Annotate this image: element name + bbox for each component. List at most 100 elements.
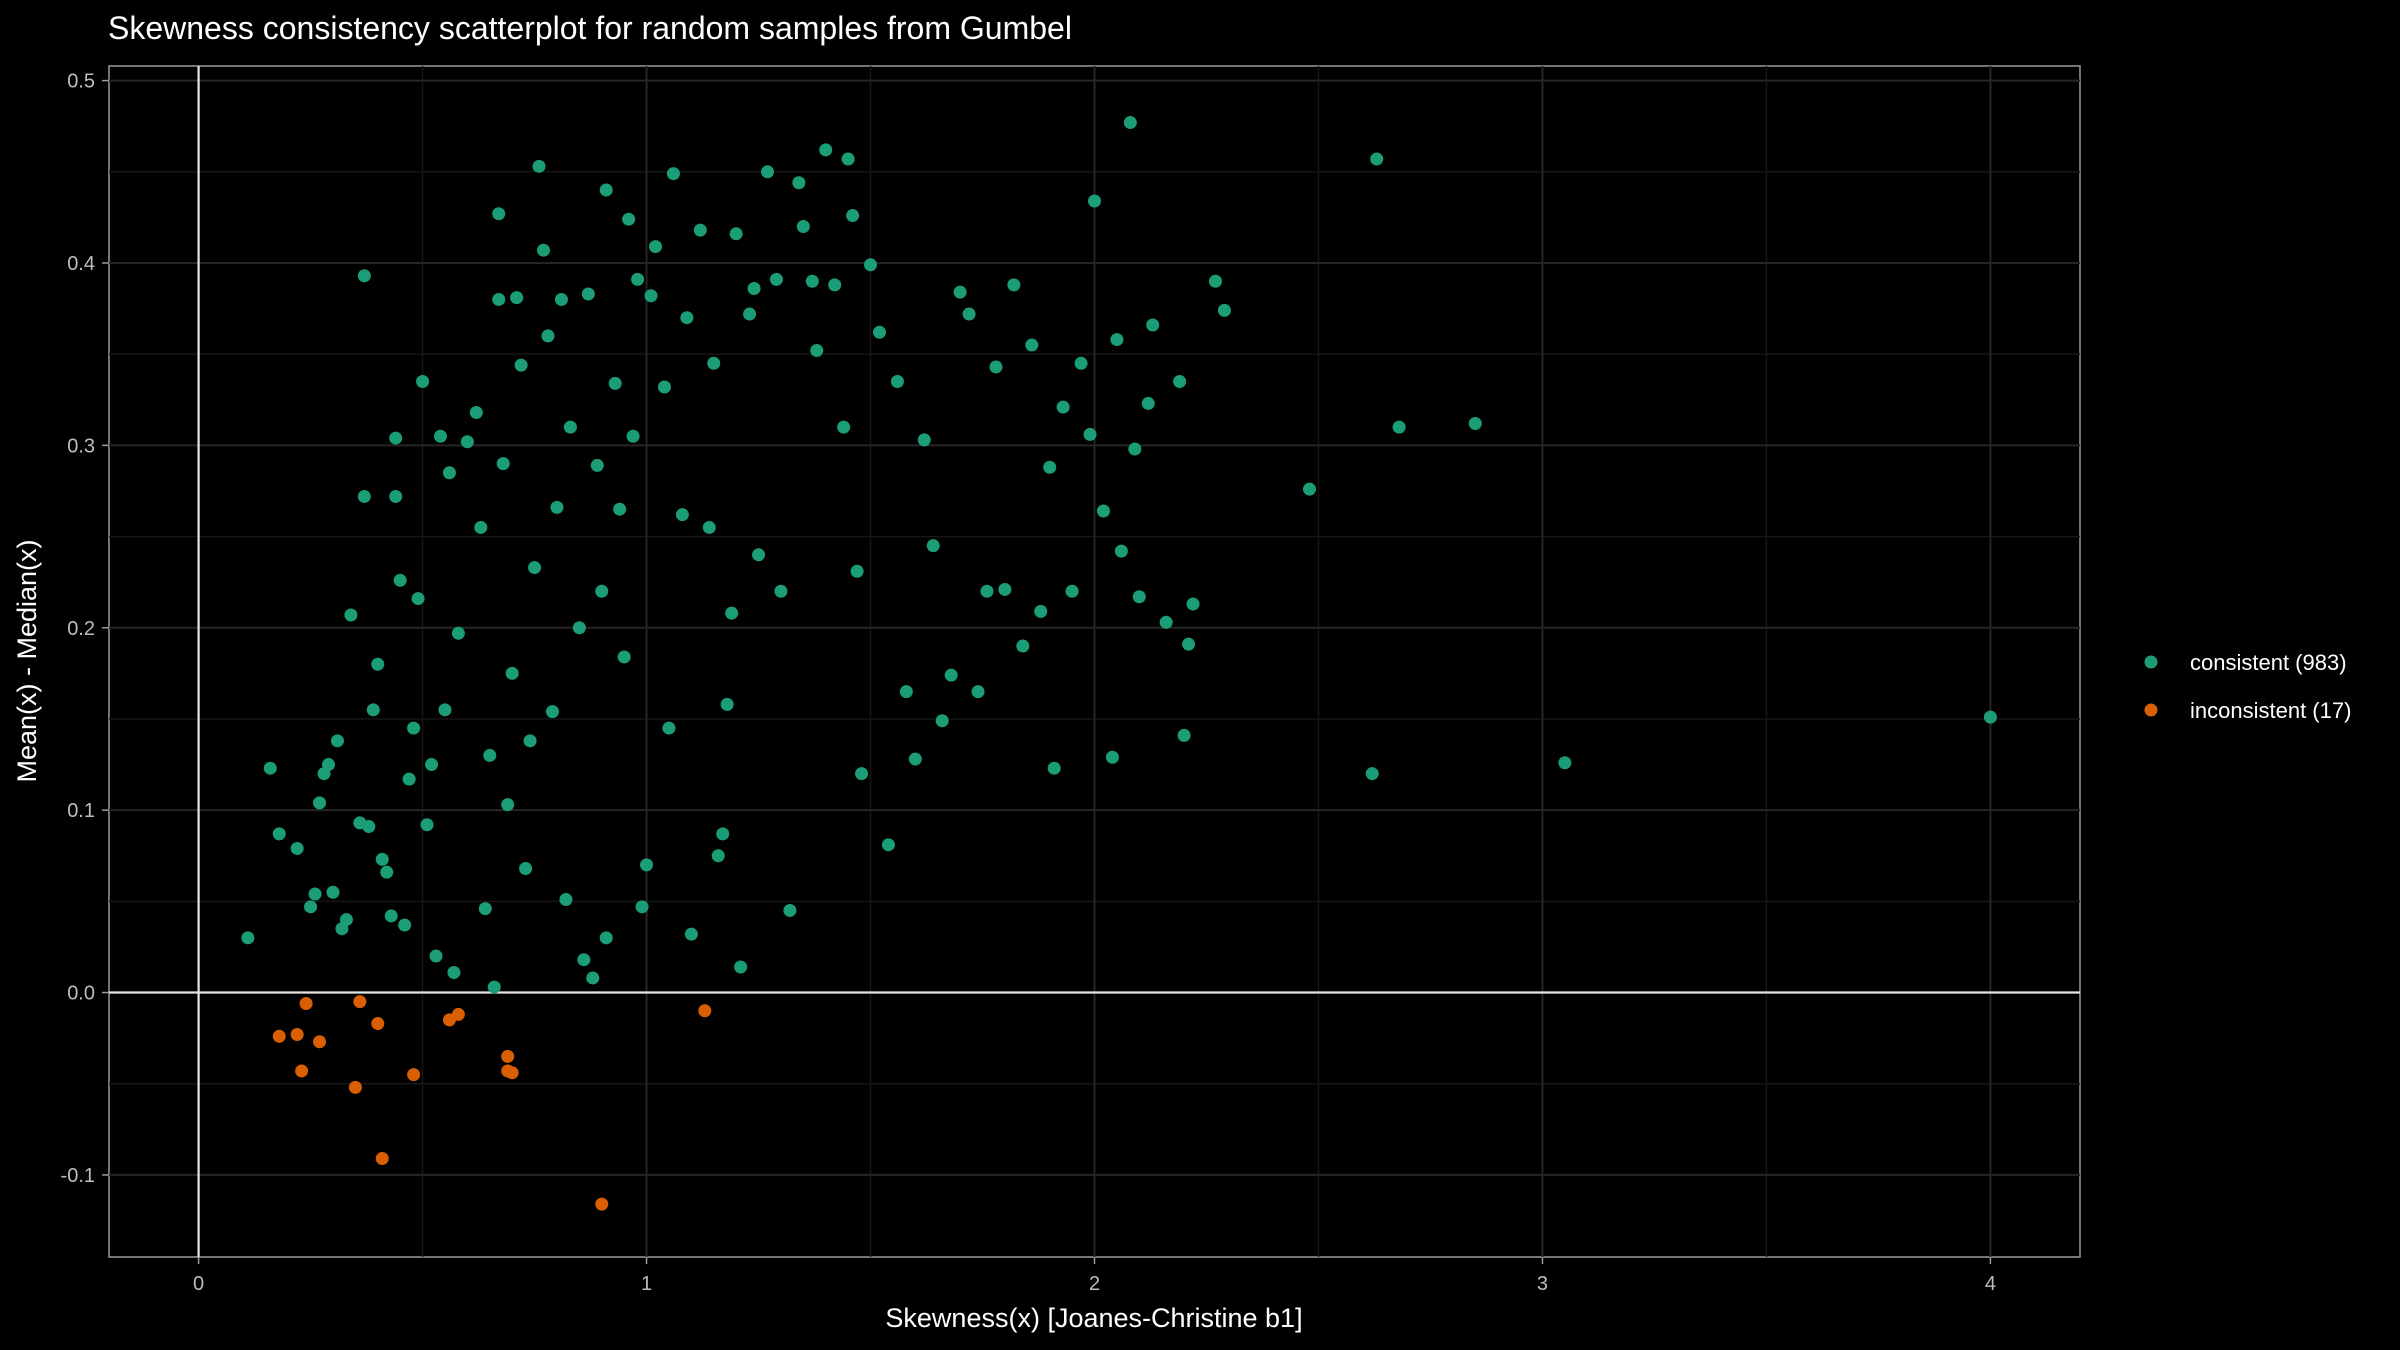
data-point	[631, 272, 645, 286]
data-point	[926, 539, 940, 553]
y-axis-label: Mean(x) - Median(x)	[12, 539, 42, 782]
data-point	[734, 960, 748, 974]
data-point	[953, 285, 967, 299]
data-point	[698, 1004, 712, 1018]
data-point	[917, 433, 931, 447]
data-point	[613, 502, 627, 516]
data-point	[805, 274, 819, 288]
data-point	[774, 584, 788, 598]
data-point	[1096, 504, 1110, 518]
data-point	[989, 360, 1003, 374]
data-point	[545, 705, 559, 719]
data-point	[944, 668, 958, 682]
data-point	[1365, 767, 1379, 781]
data-point	[1208, 274, 1222, 288]
data-point	[313, 796, 327, 810]
data-point	[416, 375, 430, 389]
data-point	[881, 838, 895, 852]
data-point	[541, 329, 555, 343]
data-point	[371, 1017, 385, 1031]
y-tick-label: 0.1	[67, 800, 95, 822]
data-point	[389, 431, 403, 445]
data-point	[716, 827, 730, 841]
data-point	[492, 207, 506, 221]
data-point	[855, 767, 869, 781]
data-point	[447, 965, 461, 979]
data-point	[1392, 420, 1406, 434]
x-tick-label: 2	[1089, 1273, 1100, 1295]
data-point	[595, 584, 609, 598]
data-point	[1141, 396, 1155, 410]
data-point	[729, 227, 743, 241]
data-point	[353, 995, 367, 1009]
data-point	[828, 278, 842, 292]
data-point	[1114, 544, 1128, 558]
data-point	[425, 758, 439, 772]
data-point	[819, 143, 833, 157]
chart-title: Skewness consistency scatterplot for ran…	[108, 10, 1072, 46]
data-point	[442, 466, 456, 480]
data-point	[649, 240, 663, 254]
data-point	[1105, 750, 1119, 764]
data-point	[1056, 400, 1070, 414]
data-point	[1088, 194, 1101, 208]
data-point	[899, 685, 913, 699]
data-point	[1173, 375, 1187, 389]
data-point	[572, 621, 586, 635]
data-point	[1128, 442, 1142, 456]
data-point	[559, 893, 573, 907]
data-point	[760, 165, 774, 179]
data-point	[563, 420, 577, 434]
data-point	[608, 376, 622, 390]
y-tick-label: 0.4	[67, 253, 95, 275]
legend: consistent (983) inconsistent (17)	[2144, 650, 2351, 723]
data-point	[908, 752, 922, 766]
data-point	[357, 489, 371, 503]
data-point	[429, 949, 443, 963]
data-point	[1110, 333, 1124, 347]
data-point	[366, 703, 380, 717]
data-point	[528, 561, 542, 575]
data-point	[752, 548, 766, 562]
data-point	[519, 862, 533, 876]
data-point	[1558, 756, 1572, 770]
data-point	[492, 292, 506, 306]
data-point	[1132, 590, 1146, 604]
x-tick-label: 0	[193, 1273, 204, 1295]
data-point	[496, 457, 510, 471]
data-point	[357, 269, 371, 283]
grid-lines	[109, 66, 2080, 1257]
data-point	[1043, 460, 1057, 474]
legend-label-0: consistent (983)	[2190, 650, 2347, 675]
data-point	[684, 927, 698, 941]
data-point	[375, 1152, 389, 1166]
data-point	[1047, 761, 1061, 775]
data-point	[666, 167, 680, 181]
data-point	[1217, 303, 1231, 317]
data-point	[586, 971, 600, 985]
data-point	[308, 887, 322, 901]
data-point	[272, 827, 286, 841]
data-point	[769, 272, 783, 286]
data-point	[1370, 152, 1384, 166]
data-point	[577, 953, 591, 967]
y-tick-label: 0.0	[67, 983, 95, 1005]
data-point	[841, 152, 855, 166]
data-point	[407, 721, 421, 735]
data-point	[1186, 597, 1200, 611]
data-point	[720, 697, 734, 711]
data-point	[523, 734, 537, 748]
data-point	[344, 608, 358, 622]
data-point	[295, 1064, 309, 1078]
data-point	[998, 582, 1012, 596]
data-point	[501, 798, 515, 812]
data-point	[1065, 584, 1079, 598]
data-point	[460, 435, 474, 449]
data-point	[850, 564, 864, 578]
data-point	[680, 311, 694, 325]
data-point	[747, 282, 761, 296]
x-tick-label: 1	[641, 1273, 652, 1295]
legend-label-1: inconsistent (17)	[2190, 698, 2351, 723]
data-point	[407, 1068, 421, 1082]
